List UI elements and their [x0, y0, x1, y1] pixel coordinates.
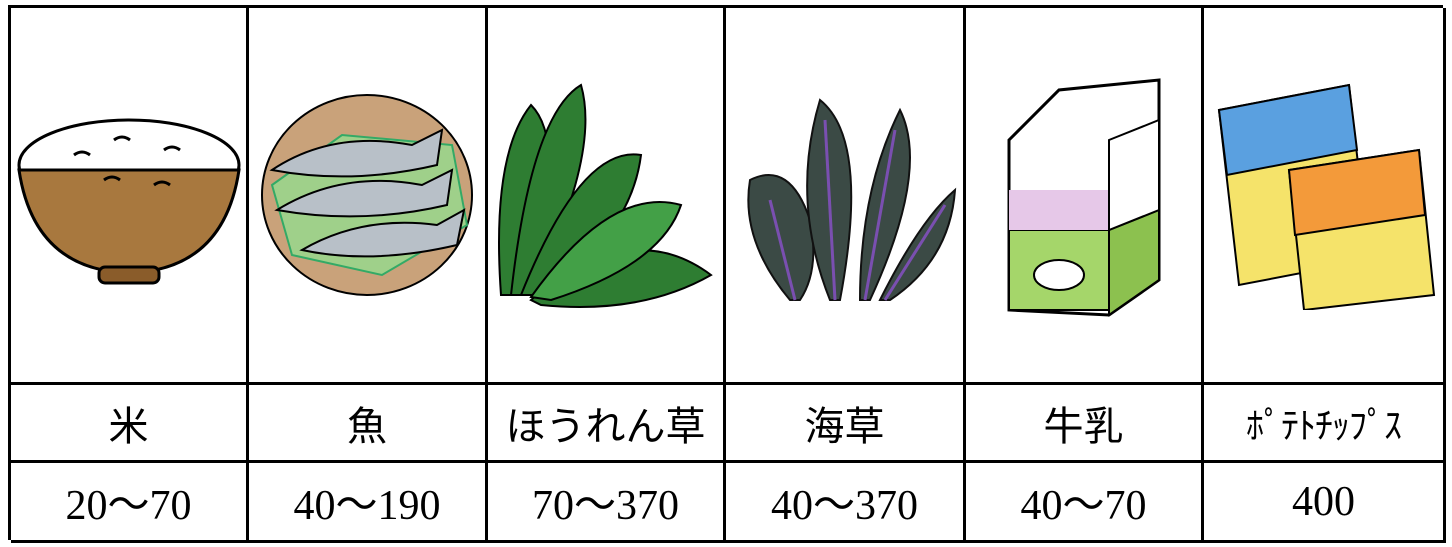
- value-cell: 40～190: [249, 463, 488, 543]
- rice-illustration: [16, 118, 241, 285]
- food-value: 70～370: [531, 483, 679, 529]
- seaweed-illustration: [746, 98, 956, 301]
- value-cell: 40～70: [966, 463, 1204, 543]
- food-value: 400: [1292, 478, 1355, 525]
- name-cell: 海草: [726, 385, 966, 463]
- name-cell: 魚: [249, 385, 488, 463]
- name-cell: ほうれん草: [488, 385, 726, 463]
- fish-illustration: [261, 94, 473, 296]
- image-cell: [966, 8, 1204, 385]
- food-value: 40～70: [1020, 483, 1147, 529]
- image-cell: [11, 8, 249, 385]
- food-name: ほうれん草: [505, 403, 706, 450]
- value-cell: 20～70: [11, 463, 249, 543]
- value-cell: 400: [1204, 463, 1446, 543]
- image-cell: [1204, 8, 1446, 385]
- image-cell: [488, 8, 726, 385]
- food-name: 牛乳: [1043, 403, 1124, 450]
- food-name: ﾎﾟﾃﾄﾁｯﾌﾟｽ: [1246, 405, 1402, 447]
- food-value: 40～370: [770, 483, 918, 529]
- food-name: 海草: [804, 403, 885, 450]
- spinach-illustration: [497, 83, 713, 308]
- food-value: 40～190: [293, 483, 441, 529]
- name-cell: 牛乳: [966, 385, 1204, 463]
- name-cell: ﾎﾟﾃﾄﾁｯﾌﾟｽ: [1204, 385, 1446, 463]
- value-cell: 40～370: [726, 463, 966, 543]
- image-cell: [249, 8, 488, 385]
- food-name: 米: [108, 403, 149, 450]
- food-value: 20～70: [65, 483, 192, 529]
- food-name: 魚: [347, 403, 387, 450]
- milk-illustration: [1007, 78, 1160, 317]
- name-cell: 米: [11, 385, 249, 463]
- chips-illustration: [1217, 83, 1435, 310]
- food-table: 米 魚 ほうれん草 海草 牛乳 ﾎﾟﾃﾄﾁｯﾌﾟｽ 20～70 40～190 7…: [8, 5, 1446, 543]
- value-cell: 70～370: [488, 463, 726, 543]
- image-cell: [726, 8, 966, 385]
